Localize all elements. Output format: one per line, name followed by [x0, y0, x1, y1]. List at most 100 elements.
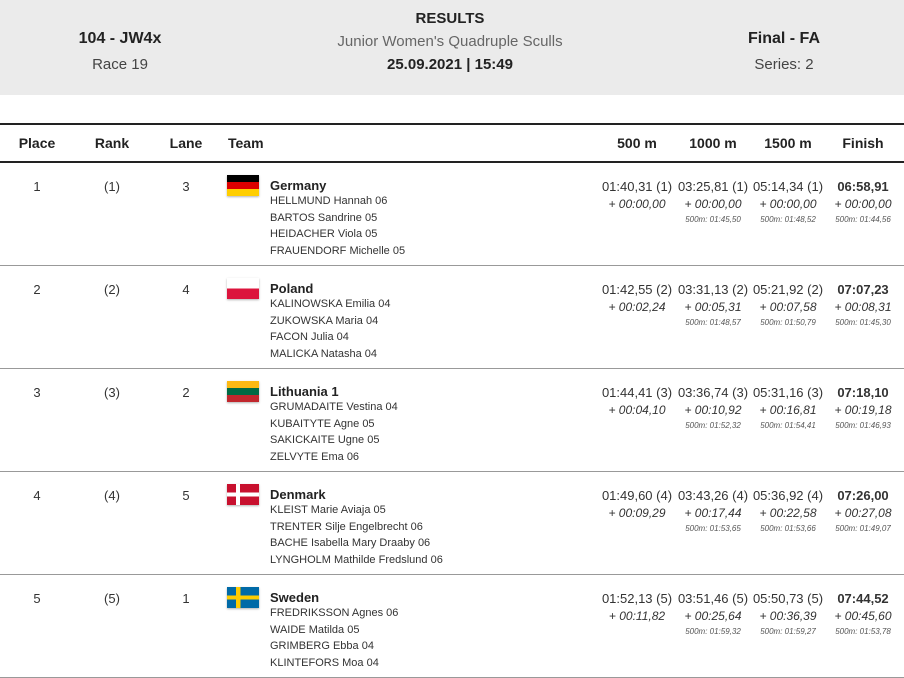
split-pace: 500m: 01:53,78 [835, 627, 891, 636]
lithuania-flag-icon [227, 381, 259, 402]
col-place: Place [18, 135, 56, 151]
split-pace: 500m: 01:45,50 [685, 215, 741, 224]
country-name: Sweden [270, 590, 320, 605]
col-1500m: 1500 m [764, 135, 812, 151]
col-rank: Rank [94, 135, 130, 151]
col-team: Team [228, 135, 264, 151]
race-phase: Final - FA [748, 30, 820, 47]
lane-value: 2 [182, 385, 190, 400]
split-1000m: 03:31,13 (2) + 00:05,31 500m: 01:48,57 [675, 282, 751, 327]
split-1500m: 05:50,73 (5) + 00:36,39 500m: 01:59,27 [750, 591, 826, 636]
split-1500m: 05:21,92 (2) + 00:07,58 500m: 01:50,79 [750, 282, 826, 327]
split-pace: 500m: 01:48,52 [760, 215, 816, 224]
col-1000m: 1000 m [689, 135, 737, 151]
col-lane: Lane [169, 135, 203, 151]
split-time: 01:49,60 (4) [601, 488, 673, 503]
split-pace: 500m: 01:49,07 [835, 524, 891, 533]
crew-list: GRUMADAITE Vestina 04 KUBAITYTE Agne 05 SA… [270, 399, 398, 465]
split-delta: + 00:36,39 [759, 609, 817, 623]
race-series: Series: 2 [754, 56, 814, 73]
split-time: 01:40,31 (1) [601, 179, 673, 194]
table-row: 1 (1) 3 Germany HELLMUND Hannah 06 BARTOS… [0, 163, 904, 266]
table-row: 4 (4) 5 Denmark KLEIST Marie Aviaja 05 TR… [0, 472, 904, 575]
crew-member: LYNGHOLM Mathilde Fredslund 06 [270, 553, 443, 566]
split-delta: + 00:07,58 [759, 300, 817, 314]
place-value: 4 [33, 488, 41, 503]
split-delta: + 00:22,58 [759, 506, 817, 520]
denmark-flag-icon [227, 484, 259, 505]
split-500m: 01:40,31 (1) + 00:00,00 [599, 179, 675, 211]
place-value: 5 [33, 591, 41, 606]
crew-member: FRAUENDORF Michelle 05 [270, 244, 406, 257]
split-500m: 01:49,60 (4) + 00:09,29 [599, 488, 675, 520]
split-pace: 500m: 01:59,32 [685, 627, 741, 636]
split-delta: + 00:04,10 [608, 403, 666, 417]
lane-value: 5 [182, 488, 190, 503]
crew-member: HELLMUND Hannah 06 [270, 195, 388, 207]
crew-list: FREDRIKSSON Agnes 06 WAIDE Matilda 05 GRIM… [270, 605, 398, 671]
split-1000m: 03:36,74 (3) + 00:10,92 500m: 01:52,32 [675, 385, 751, 430]
split-time: 03:31,13 (2) [677, 282, 749, 297]
split-delta: + 00:10,92 [684, 403, 742, 417]
crew-member: WAIDE Matilda 05 [270, 623, 360, 636]
country-name: Denmark [270, 487, 326, 502]
rank-value: (2) [104, 282, 120, 297]
split-pace: 500m: 01:45,30 [835, 318, 891, 327]
crew-member: GRUMADAITE Vestina 04 [270, 401, 398, 413]
split-1500m: 05:31,16 (3) + 00:16,81 500m: 01:54,41 [750, 385, 826, 430]
crew-member: SAKICKAITE Ugne 05 [270, 434, 380, 446]
rank-value: (3) [104, 385, 120, 400]
race-datetime: 25.09.2021 | 15:49 [387, 56, 513, 73]
crew-list: KALINOWSKA Emilia 04 ZUKOWSKA Maria 04 FAC… [270, 296, 390, 362]
split-1500m: 05:14,34 (1) + 00:00,00 500m: 01:48,52 [750, 179, 826, 224]
split-500m: 01:52,13 (5) + 00:11,82 [599, 591, 675, 623]
crew-member: GRIMBERG Ebba 04 [270, 640, 374, 652]
split-delta: + 00:25,64 [684, 609, 742, 623]
results-title-block: RESULTS Junior Women's Quadruple Sculls … [250, 10, 650, 73]
split-pace: 500m: 01:50,79 [760, 318, 816, 327]
split-delta: + 00:17,44 [684, 506, 742, 520]
split-pace: 500m: 01:52,32 [685, 421, 741, 430]
event-code: 104 - JW4x [78, 30, 162, 47]
country-name: Lithuania 1 [270, 384, 339, 399]
crew-member: BACHE Isabella Mary Draaby 06 [270, 537, 431, 549]
split-time: 07:18,10 [837, 385, 889, 400]
split-time: 05:36,92 (4) [752, 488, 824, 503]
col-finish: Finish [842, 135, 884, 151]
team-cell: Germany HELLMUND Hannah 06 BARTOS Sandrin… [270, 178, 405, 259]
split-time: 05:21,92 (2) [752, 282, 824, 297]
finish-time: 07:07,23 + 00:08,31 500m: 01:45,30 [825, 282, 901, 327]
split-time: 05:14,34 (1) [752, 179, 824, 194]
finish-time: 06:58,91 + 00:00,00 500m: 01:44,56 [825, 179, 901, 224]
split-delta: + 00:16,81 [759, 403, 817, 417]
crew-member: BARTOS Sandrine 05 [270, 211, 378, 224]
team-cell: Poland KALINOWSKA Emilia 04 ZUKOWSKA Mari… [270, 281, 390, 362]
place-value: 2 [33, 282, 41, 297]
country-name: Germany [270, 178, 327, 193]
split-delta: + 00:00,00 [834, 197, 892, 211]
table-row: 5 (5) 1 Sweden FREDRIKSSON Agnes 06 WAIDE… [0, 575, 904, 678]
crew-member: HEIDACHER Viola 05 [270, 228, 378, 240]
crew-member: FREDRIKSSON Agnes 06 [270, 607, 399, 619]
crew-member: KUBAITYTE Agne 05 [270, 417, 375, 430]
split-500m: 01:44,41 (3) + 00:04,10 [599, 385, 675, 417]
crew-member: KLINTEFORS Moa 04 [270, 656, 379, 669]
race-number: Race 19 [92, 56, 148, 73]
split-time: 05:50,73 (5) [752, 591, 824, 606]
split-time: 01:42,55 (2) [601, 282, 673, 297]
split-time: 01:44,41 (3) [601, 385, 673, 400]
finish-time: 07:44,52 + 00:45,60 500m: 01:53,78 [825, 591, 901, 636]
results-header: 104 - JW4x Race 19 RESULTS Junior Women'… [0, 0, 904, 95]
split-1000m: 03:25,81 (1) + 00:00,00 500m: 01:45,50 [675, 179, 751, 224]
split-time: 01:52,13 (5) [601, 591, 673, 606]
split-delta: + 00:11,82 [608, 609, 666, 623]
split-delta: + 00:00,00 [759, 197, 817, 211]
split-time: 03:25,81 (1) [677, 179, 749, 194]
crew-member: MALICKA Natasha 04 [270, 347, 378, 360]
sweden-flag-icon [227, 587, 259, 608]
germany-flag-icon [227, 175, 259, 196]
split-delta: + 00:00,00 [608, 197, 666, 211]
split-time: 05:31,16 (3) [752, 385, 824, 400]
lane-value: 3 [182, 179, 190, 194]
split-1000m: 03:51,46 (5) + 00:25,64 500m: 01:59,32 [675, 591, 751, 636]
